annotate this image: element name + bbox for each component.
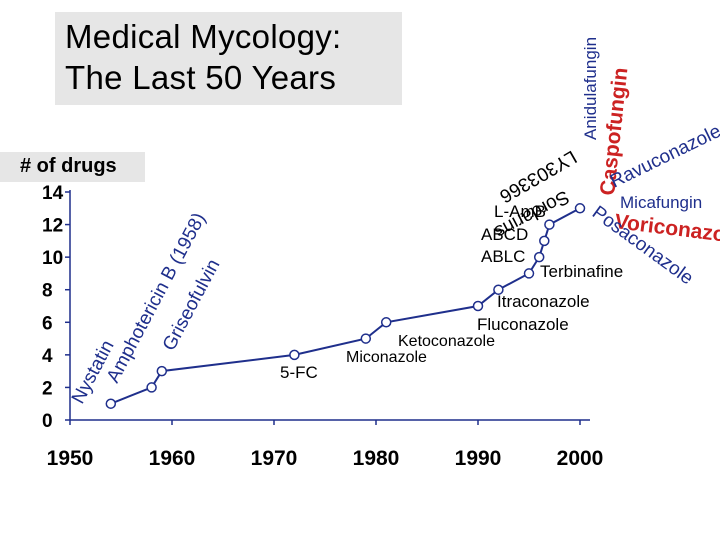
y-tick-label: 4 (42, 346, 53, 367)
drug-label: Ketoconazole (398, 333, 495, 350)
data-point (544, 219, 555, 230)
data-point (533, 251, 545, 263)
data-point (539, 235, 550, 247)
drug-label: Terbinafine (540, 262, 623, 281)
data-point (574, 203, 586, 214)
drug-label: 5-FC (280, 363, 318, 382)
y-tick-label: 10 (42, 248, 63, 269)
y-tick-label: 0 (42, 411, 53, 432)
y-tick-label: 14 (42, 183, 64, 204)
drug-label: Anidulafungin (581, 37, 600, 140)
chart-title-line-1: Medical Mycology: (65, 18, 342, 55)
x-tick-label: 2000 (557, 447, 604, 470)
data-point (360, 333, 372, 344)
y-tick-label: 6 (42, 313, 53, 334)
drug-label: Micafungin (620, 193, 702, 212)
drug-label: L-AmB (494, 202, 546, 221)
title-box: Medical Mycology: The Last 50 Years (55, 12, 402, 105)
y-axis-label: # of drugs (20, 155, 117, 177)
drug-label: Fluconazole (477, 315, 569, 334)
data-point (380, 317, 392, 328)
y-axis-label-box: # of drugs (0, 152, 145, 182)
data-point (493, 284, 504, 295)
data-point (105, 398, 117, 409)
x-tick-label: 1990 (455, 447, 502, 470)
data-point (146, 382, 157, 393)
drug-label: ABLC (481, 247, 525, 266)
y-tick-label: 2 (42, 378, 53, 399)
x-tick-label: 1980 (353, 447, 400, 470)
x-tick-label: 1950 (47, 447, 94, 470)
x-tick-label: 1960 (149, 447, 196, 470)
data-point (289, 349, 300, 361)
y-tick-label: 12 (42, 216, 63, 237)
data-point (472, 300, 484, 312)
data-point (156, 365, 168, 377)
data-point (523, 268, 535, 279)
drug-label: Miconazole (346, 349, 427, 366)
chart-title-line-2: The Last 50 Years (65, 59, 337, 96)
y-tick-label: 8 (42, 281, 53, 302)
x-tick-label: 1970 (251, 447, 298, 470)
drug-label: ABCD (481, 225, 528, 244)
drug-label: Itraconazole (497, 292, 590, 311)
